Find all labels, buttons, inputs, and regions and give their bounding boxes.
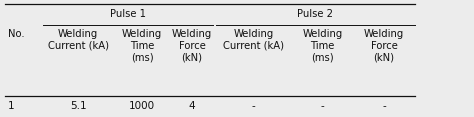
Text: Welding
Time
(ms): Welding Time (ms) [122, 29, 162, 62]
Text: 1000: 1000 [129, 101, 155, 111]
Text: 4: 4 [189, 101, 195, 111]
Text: -: - [252, 101, 255, 111]
Text: Welding
Time
(ms): Welding Time (ms) [302, 29, 342, 62]
Text: Welding
Current (kA): Welding Current (kA) [48, 29, 109, 51]
Text: Welding
Force
(kN): Welding Force (kN) [172, 29, 212, 62]
Text: -: - [382, 101, 386, 111]
Text: Pulse 2: Pulse 2 [297, 9, 333, 19]
Text: No.: No. [8, 29, 25, 39]
Text: 1: 1 [8, 101, 15, 111]
Text: Welding
Current (kA): Welding Current (kA) [223, 29, 284, 51]
Text: Pulse 1: Pulse 1 [110, 9, 146, 19]
Text: -: - [320, 101, 324, 111]
Text: 5.1: 5.1 [70, 101, 87, 111]
Text: Welding
Force
(kN): Welding Force (kN) [364, 29, 404, 62]
